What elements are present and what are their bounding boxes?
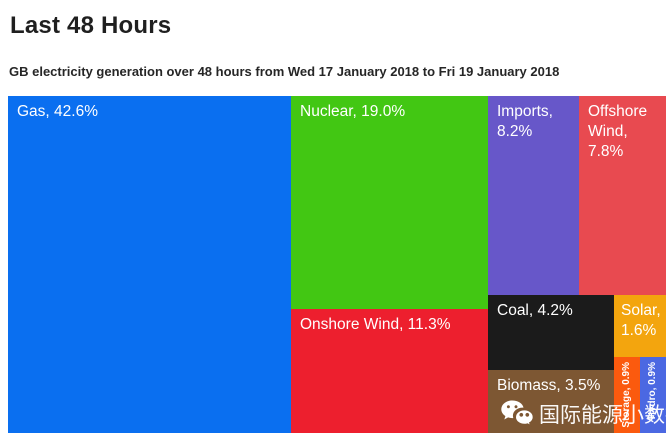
tile-gas[interactable]: Gas, 42.6% bbox=[8, 96, 291, 433]
tile-onshore-wind-label: Onshore Wind, 11.3% bbox=[300, 316, 451, 333]
treemap: Gas, 42.6% Nuclear, 19.0% Onshore Wind, … bbox=[8, 96, 666, 433]
tile-hydro[interactable]: Hydro, 0.9% bbox=[640, 357, 666, 433]
tile-biomass[interactable]: Biomass, 3.5% bbox=[488, 370, 614, 433]
tile-nuclear[interactable]: Nuclear, 19.0% bbox=[291, 96, 488, 309]
chart-subtitle: GB electricity generation over 48 hours … bbox=[9, 64, 560, 79]
tile-gas-label: Gas, 42.6% bbox=[17, 103, 98, 120]
tile-onshore-wind[interactable]: Onshore Wind, 11.3% bbox=[291, 309, 488, 433]
tile-solar-label: Solar, 1.6% bbox=[621, 302, 661, 339]
tile-offshore-wind-label: Offshore Wind, 7.8% bbox=[588, 103, 648, 160]
tile-solar[interactable]: Solar, 1.6% bbox=[614, 295, 666, 357]
tile-coal-label: Coal, 4.2% bbox=[497, 302, 573, 319]
tile-coal[interactable]: Coal, 4.2% bbox=[488, 295, 614, 370]
tile-biomass-label: Biomass, 3.5% bbox=[497, 377, 601, 394]
tile-imports[interactable]: Imports, 8.2% bbox=[488, 96, 579, 295]
page-title: Last 48 Hours bbox=[10, 12, 172, 39]
tile-offshore-wind[interactable]: Offshore Wind, 7.8% bbox=[579, 96, 666, 295]
tile-hydro-label: Hydro, 0.9% bbox=[647, 362, 658, 420]
tile-storage[interactable]: Storage, 0.9% bbox=[614, 357, 640, 433]
tile-nuclear-label: Nuclear, 19.0% bbox=[300, 103, 406, 120]
tile-storage-label: Storage, 0.9% bbox=[621, 362, 632, 428]
tile-imports-label: Imports, 8.2% bbox=[497, 103, 553, 140]
